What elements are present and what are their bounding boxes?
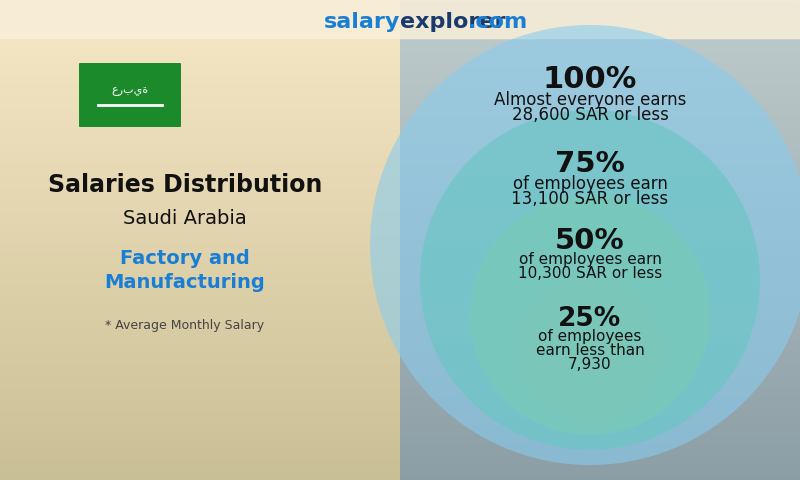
Text: Factory and: Factory and <box>120 249 250 267</box>
Bar <box>0 0 800 38</box>
Circle shape <box>420 110 760 450</box>
Text: of employees: of employees <box>538 329 642 344</box>
Text: explorer: explorer <box>400 12 506 32</box>
Circle shape <box>370 25 800 465</box>
Text: Almost everyone earns: Almost everyone earns <box>494 91 686 109</box>
Text: 25%: 25% <box>558 306 622 332</box>
Text: 50%: 50% <box>555 227 625 255</box>
Text: Manufacturing: Manufacturing <box>105 273 266 291</box>
Text: 75%: 75% <box>555 150 625 178</box>
FancyBboxPatch shape <box>79 63 181 127</box>
Text: 7,930: 7,930 <box>568 357 612 372</box>
Text: Salaries Distribution: Salaries Distribution <box>48 173 322 197</box>
Text: .com: .com <box>468 12 528 32</box>
Text: of employees earn: of employees earn <box>513 175 667 193</box>
Text: 28,600 SAR or less: 28,600 SAR or less <box>511 106 669 124</box>
Circle shape <box>518 278 662 422</box>
Text: 10,300 SAR or less: 10,300 SAR or less <box>518 266 662 281</box>
Text: * Average Monthly Salary: * Average Monthly Salary <box>106 319 265 332</box>
Text: Saudi Arabia: Saudi Arabia <box>123 208 247 228</box>
Text: عربية: عربية <box>111 86 149 96</box>
Text: earn less than: earn less than <box>536 343 644 358</box>
Text: 13,100 SAR or less: 13,100 SAR or less <box>511 190 669 208</box>
Circle shape <box>470 195 710 435</box>
Text: salary: salary <box>324 12 400 32</box>
Text: of employees earn: of employees earn <box>518 252 662 267</box>
Text: 100%: 100% <box>543 65 637 94</box>
